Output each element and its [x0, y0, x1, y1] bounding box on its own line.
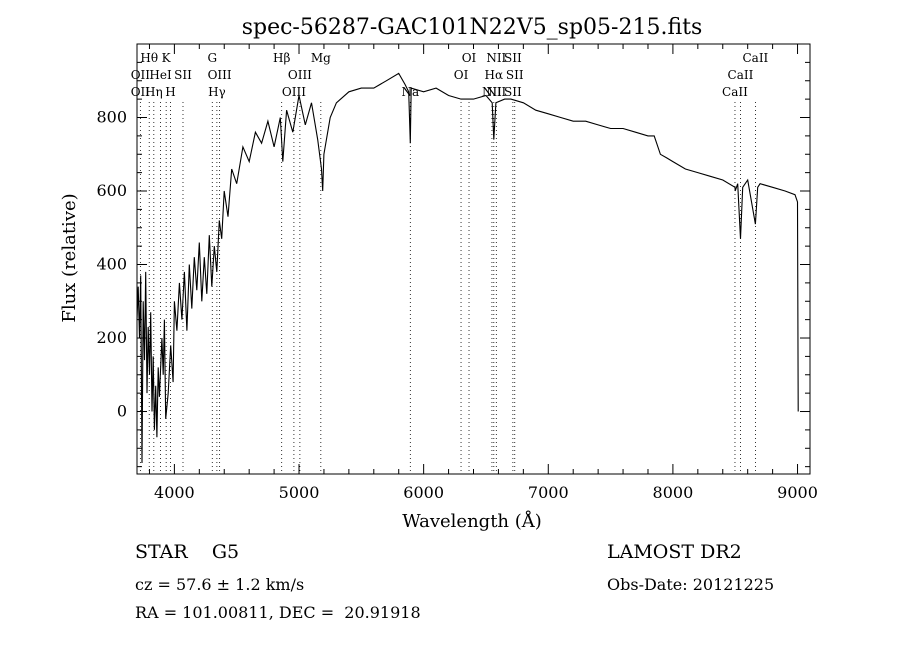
- line-label: OI: [454, 68, 469, 82]
- redshift-cz: cz = 57.6 ± 1.2 km/s: [135, 575, 305, 594]
- line-label: OIII: [282, 85, 306, 99]
- line-label: NII: [486, 85, 506, 99]
- x-tick-label: 4000: [154, 483, 195, 502]
- y-axis-label: Flux (relative): [59, 193, 80, 322]
- line-label: OIII: [288, 68, 312, 82]
- line-label: SII: [504, 85, 522, 99]
- line-label: OII: [131, 68, 151, 82]
- line-label: SII: [504, 51, 522, 65]
- line-label: NII: [482, 85, 502, 99]
- y-tick-label: 800: [96, 108, 127, 127]
- line-label: H: [165, 85, 175, 99]
- y-tick-label: 400: [96, 255, 127, 274]
- line-label: CaII: [722, 85, 748, 99]
- object-class: STAR G5: [135, 541, 240, 563]
- x-axis: 4000 5000 6000 7000 8000 9000: [148, 44, 818, 502]
- line-label: NII: [486, 51, 506, 65]
- line-label: SII: [174, 68, 192, 82]
- line-label: CaII: [728, 68, 754, 82]
- x-axis-label: Wavelength (Å): [402, 510, 542, 532]
- line-label: Mg: [311, 51, 331, 65]
- coordinates: RA = 101.00811, DEC = 20.91918: [135, 603, 421, 622]
- line-label: OII: [131, 85, 151, 99]
- line-label: Hγ: [208, 85, 226, 99]
- line-label: G: [207, 51, 217, 65]
- line-label: Hθ: [140, 51, 158, 65]
- y-axis: 0 200 400 600 800: [96, 61, 810, 468]
- line-markers: [139, 102, 756, 474]
- y-tick-label: 600: [96, 181, 127, 200]
- x-tick-label: 6000: [403, 483, 444, 502]
- chart-title: spec-56287-GAC101N22V5_sp05-215.fits: [242, 15, 703, 40]
- line-label: Hα: [485, 68, 504, 82]
- x-tick-label: 7000: [528, 483, 569, 502]
- line-label: Na: [401, 85, 419, 99]
- spectrum-series: [136, 72, 799, 464]
- line-label: Hβ: [273, 51, 290, 65]
- line-label: HeI: [149, 68, 172, 82]
- line-label: OI: [462, 51, 477, 65]
- line-label: K: [162, 51, 172, 65]
- line-label: OIII: [208, 68, 232, 82]
- x-tick-label: 8000: [653, 483, 694, 502]
- y-tick-label: 0: [117, 402, 127, 421]
- x-tick-label: 5000: [279, 483, 320, 502]
- line-label: CaII: [742, 51, 768, 65]
- survey-name: LAMOST DR2: [607, 541, 742, 563]
- line-label: SII: [506, 68, 524, 82]
- plot-frame: [136, 43, 811, 475]
- y-tick-label: 200: [96, 328, 127, 347]
- x-tick-label: 9000: [777, 483, 818, 502]
- line-label: Hη: [145, 85, 163, 99]
- observation-date: Obs-Date: 20121225: [607, 575, 775, 594]
